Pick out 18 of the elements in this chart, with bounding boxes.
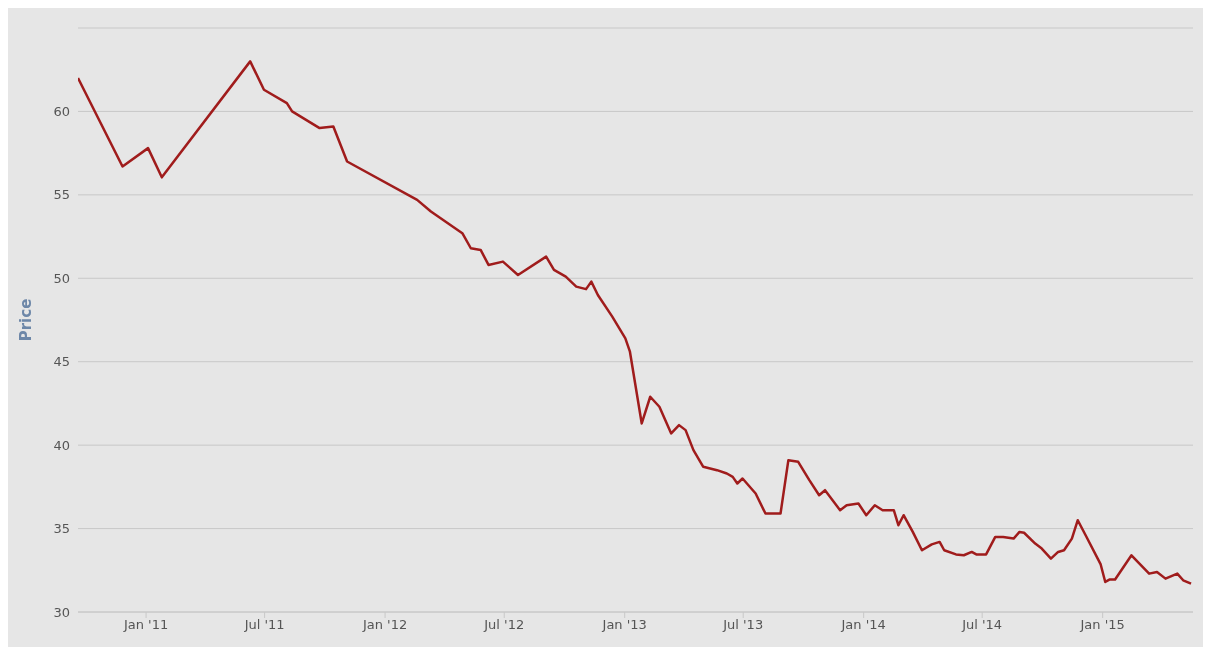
- y-tick-label: 35: [53, 521, 70, 537]
- x-tick-label: Jul '12: [483, 617, 525, 633]
- line-series: [78, 60, 1193, 585]
- x-tick-label: Jul '11: [243, 617, 285, 633]
- x-tick-label: Jan '15: [1079, 617, 1125, 633]
- x-tick-label: Jan '11: [122, 617, 169, 633]
- x-tick-label: Jan '14: [840, 617, 886, 633]
- y-tick-label: 30: [53, 604, 70, 620]
- y-tick-label: 50: [53, 270, 70, 286]
- y-tick-label: 60: [53, 104, 70, 120]
- x-tick-label: Jan '12: [361, 617, 408, 633]
- y-axis-title: Price: [17, 298, 36, 342]
- y-tick-label: 45: [53, 354, 70, 370]
- x-tick-label: Jan '13: [601, 617, 647, 633]
- x-tick-label: Jul '14: [961, 617, 1003, 633]
- x-tick-label: Jul '13: [722, 617, 764, 633]
- y-tick-label: 40: [53, 437, 70, 453]
- y-tick-label: 55: [53, 187, 70, 203]
